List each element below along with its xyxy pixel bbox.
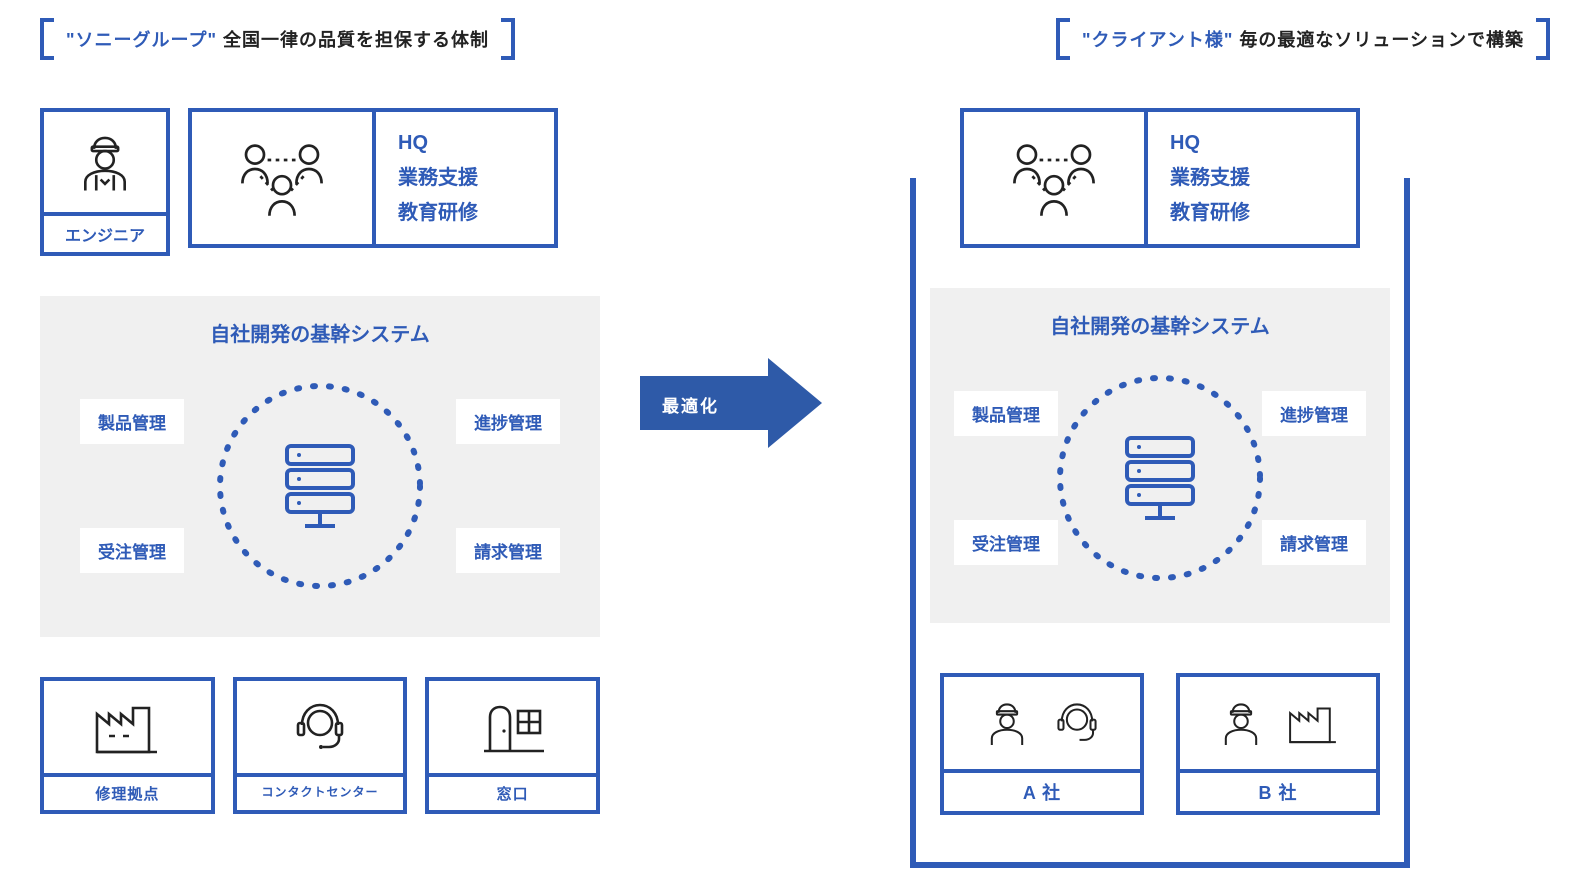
company-b-label: B 社 xyxy=(1180,769,1376,811)
title-left-accent: "ソニーグループ" xyxy=(66,30,217,50)
hq-line1: HQ xyxy=(398,132,532,155)
company-a-icons xyxy=(944,677,1140,769)
title-left-rest: 全国一律の品質を担保する体制 xyxy=(217,30,489,50)
door-window-icon xyxy=(429,681,596,773)
hq-text-right: HQ 業務支援 教育研修 xyxy=(1144,112,1356,244)
factory-icon xyxy=(44,681,211,773)
pill-billing: 請求管理 xyxy=(456,528,560,573)
arrow-label: 最適化 xyxy=(662,392,719,417)
hq-line2: 業務支援 xyxy=(1170,161,1334,190)
left-top-row: エンジニア xyxy=(40,108,600,256)
repair-label: 修理拠点 xyxy=(44,773,211,810)
team-icon xyxy=(192,112,372,244)
title-right-accent: "クライアント様" xyxy=(1082,30,1233,50)
title-left: "ソニーグループ" 全国一律の品質を担保する体制 xyxy=(40,20,515,58)
core-system-right: 自社開発の基幹システム xyxy=(930,288,1390,623)
pill-order: 受注管理 xyxy=(954,520,1058,565)
engineer-icon xyxy=(44,112,166,212)
diagram-root: "ソニーグループ" 全国一律の品質を担保する体制 "クライアント様" 毎の最適な… xyxy=(40,20,1550,815)
counter-box: 窓口 xyxy=(425,677,600,814)
repair-box: 修理拠点 xyxy=(40,677,215,814)
pill-product: 製品管理 xyxy=(80,399,184,444)
hq-line3: 教育研修 xyxy=(1170,196,1334,225)
bracket-icon xyxy=(1536,18,1550,60)
company-b-box: B 社 xyxy=(1176,673,1380,815)
hq-line2: 業務支援 xyxy=(398,161,532,190)
titles-row: "ソニーグループ" 全国一律の品質を担保する体制 "クライアント様" 毎の最適な… xyxy=(40,20,1550,58)
bracket-icon xyxy=(501,18,515,60)
title-right-rest: 毎の最適なソリューションで構築 xyxy=(1233,30,1524,50)
right-bottom-row: A 社 B 社 xyxy=(880,673,1440,815)
core-title-right: 自社開発の基幹システム xyxy=(950,310,1370,339)
company-a-box: A 社 xyxy=(940,673,1144,815)
left-column: エンジニア xyxy=(40,108,600,814)
pill-billing: 請求管理 xyxy=(1262,520,1366,565)
headset-icon xyxy=(237,681,404,773)
pill-progress: 進捗管理 xyxy=(1262,391,1366,436)
pill-product: 製品管理 xyxy=(954,391,1058,436)
hq-box-right: HQ 業務支援 教育研修 xyxy=(960,108,1360,248)
engineer-label: エンジニア xyxy=(44,212,166,252)
team-icon xyxy=(964,112,1144,244)
counter-label: 窓口 xyxy=(429,773,596,810)
pill-progress: 進捗管理 xyxy=(456,399,560,444)
contact-label: コンタクトセンター xyxy=(237,773,404,806)
core-system: 自社開発の基幹システム xyxy=(40,296,600,637)
hq-text: HQ 業務支援 教育研修 xyxy=(372,112,554,244)
bracket-icon xyxy=(1056,18,1070,60)
server-icon xyxy=(1115,428,1205,528)
hq-line1: HQ xyxy=(1170,132,1334,155)
company-a-label: A 社 xyxy=(944,769,1140,811)
server-icon xyxy=(275,436,365,536)
arrow-column: 最適化 xyxy=(640,108,840,448)
right-column: HQ 業務支援 教育研修 自社開発の基幹システム xyxy=(880,108,1440,815)
pill-order: 受注管理 xyxy=(80,528,184,573)
title-right: "クライアント様" 毎の最適なソリューションで構築 xyxy=(1056,20,1550,58)
columns: エンジニア xyxy=(40,108,1550,815)
left-bottom-row: 修理拠点 コンタクトセンター xyxy=(40,677,600,814)
engineer-box: エンジニア xyxy=(40,108,170,256)
contact-box: コンタクトセンター xyxy=(233,677,408,814)
bracket-icon xyxy=(40,18,54,60)
hq-line3: 教育研修 xyxy=(398,196,532,225)
core-title: 自社開発の基幹システム xyxy=(60,318,580,347)
company-b-icons xyxy=(1180,677,1376,769)
arrow-icon: 最適化 xyxy=(640,358,840,448)
hq-box: HQ 業務支援 教育研修 xyxy=(188,108,558,256)
